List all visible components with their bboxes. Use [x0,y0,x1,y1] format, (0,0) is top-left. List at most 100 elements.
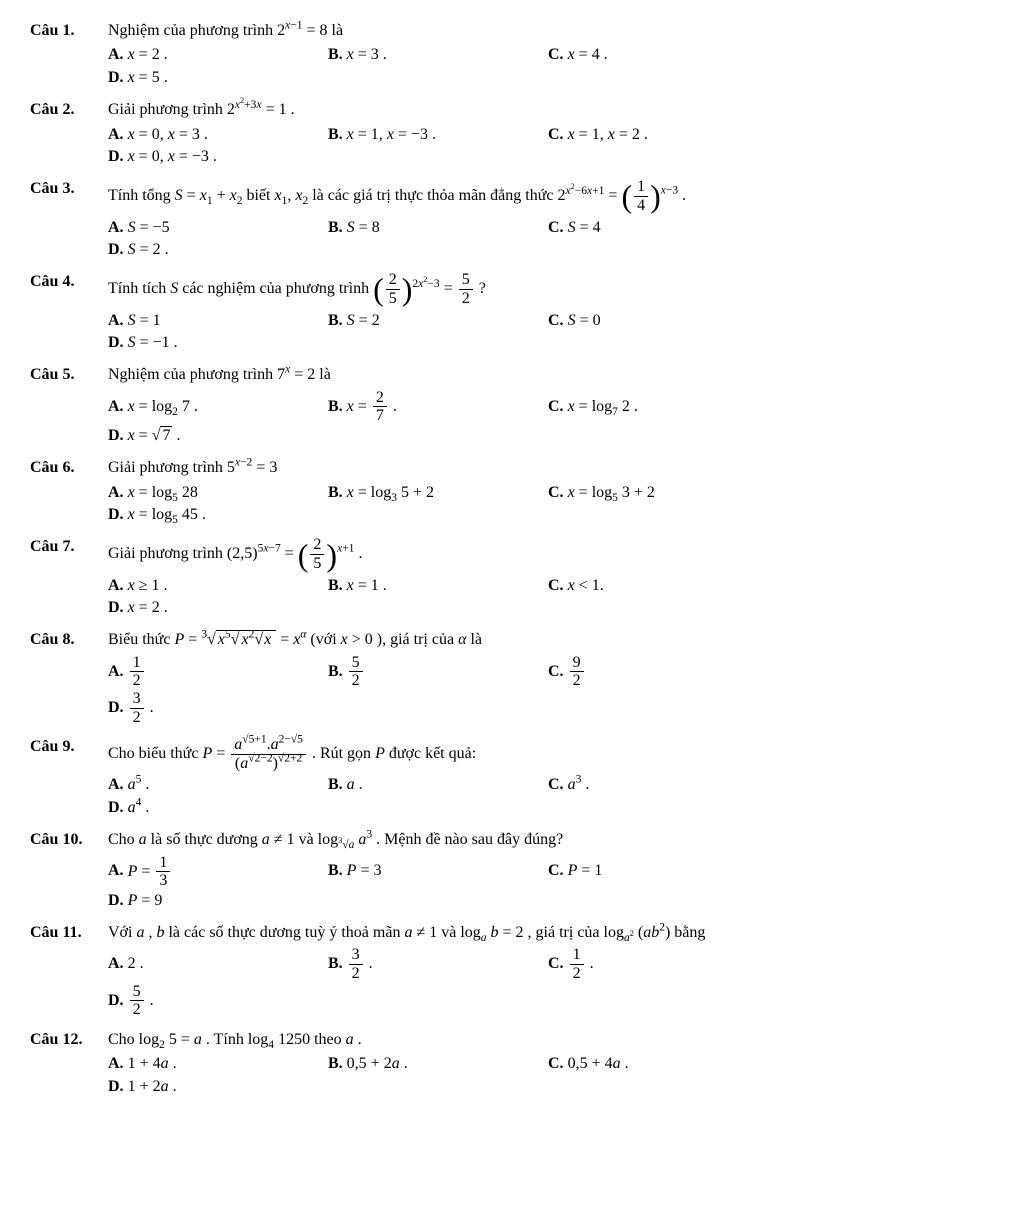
answer-value: x = 1, x = 2 . [568,124,648,146]
answer-label: C. [548,217,564,239]
answer-option: D.x = √7 . [108,425,328,447]
answer-label: A. [108,1053,124,1075]
answer-option: A.P = 13 [108,854,328,890]
question-text: Tính tổng S = x1 + x2 biết x1, x2 là các… [108,178,986,214]
answer-value: 52 . [128,983,154,1019]
answer-row: A.12B.52C.92D.32 . [108,654,986,726]
answer-option: C.x = 4 . [548,44,768,66]
answer-label: C. [548,44,564,66]
question-text: Tính tích S các nghiệm của phương trình … [108,271,986,307]
question-text: Giải phương trình (2,5)5x−7 = (25)x+1 . [108,536,986,572]
answer-label: B. [328,310,343,332]
answer-row: A.x = 0, x = 3 .B.x = 1, x = −3 .C.x = 1… [108,124,986,169]
answer-label: C. [548,1053,564,1075]
answer-option: B.x = 1 . [328,575,548,597]
answer-option: D.32 . [108,690,328,726]
question-text: Giải phương trình 5x−2 = 3 [108,457,986,479]
answer-label: C. [548,575,564,597]
answer-label: D. [108,697,124,719]
answer-label: D. [108,239,124,261]
question-label: Câu 2. [30,99,108,174]
answer-value: P = 1 [568,860,603,882]
answer-option: C.0,5 + 4a . [548,1053,768,1075]
answer-label: D. [108,146,124,168]
answer-option: B.x = log3 5 + 2 [328,482,548,504]
question-6: Câu 6.Giải phương trình 5x−2 = 3A.x = lo… [30,457,986,532]
answer-value: S = 0 [568,310,601,332]
answer-option: C.S = 0 [548,310,768,332]
answer-option: B.S = 2 [328,310,548,332]
answer-label: C. [548,310,564,332]
answer-label: D. [108,797,124,819]
answer-value: x = log5 3 + 2 [568,482,655,504]
answer-option: D.S = 2 . [108,239,328,261]
answer-label: B. [328,44,343,66]
answer-label: C. [548,661,564,683]
answer-value: 0,5 + 4a . [568,1053,629,1075]
answer-value: x = 4 . [568,44,608,66]
answer-value: a3 . [568,774,590,796]
answer-option: B.a . [328,774,548,796]
answer-value: x = 1, x = −3 . [347,124,436,146]
answer-option: D.x = log5 45 . [108,504,328,526]
answer-value: 2 . [128,953,144,975]
question-list: Câu 1.Nghiệm của phương trình 2x−1 = 8 l… [30,20,986,1104]
answer-option: B.x = 27 . [328,389,548,425]
answer-option: A.x = log2 7 . [108,389,328,425]
answer-row: A.S = −5B.S = 8C.S = 4D.S = 2 . [108,217,986,262]
question-label: Câu 11. [30,922,108,1025]
answer-option: C.92 [548,654,768,690]
answer-label: B. [328,1053,343,1075]
question-body: Với a , b là các số thực dương tuỳ ý tho… [108,922,986,1025]
answer-value: P = 13 [128,854,173,890]
answer-label: A. [108,310,124,332]
answer-label: B. [328,860,343,882]
answer-label: D. [108,597,124,619]
answer-label: A. [108,661,124,683]
question-label: Câu 4. [30,271,108,360]
question-body: Cho biểu thức P = a√5+1.a2−√5(a√2−2)√2+2… [108,736,986,825]
answer-value: 0,5 + 2a . [347,1053,408,1075]
answer-value: a . [347,774,363,796]
question-text: Nghiệm của phương trình 7x = 2 là [108,364,986,386]
answer-label: C. [548,396,564,418]
answer-row: A.2 .B.32 .C.12 .D.52 . [108,946,986,1018]
question-text: Với a , b là các số thực dương tuỳ ý tho… [108,922,986,944]
answer-label: A. [108,396,124,418]
answer-value: S = −5 [128,217,170,239]
answer-label: C. [548,860,564,882]
answer-option: D.52 . [108,983,328,1019]
answer-value: P = 9 [128,890,163,912]
answer-value: a4 . [128,797,150,819]
answer-value: x = 0, x = 3 . [128,124,208,146]
answer-label: A. [108,217,124,239]
answer-row: A.P = 13B.P = 3C.P = 1D.P = 9 [108,854,986,913]
answer-label: C. [548,124,564,146]
question-body: Giải phương trình (2,5)5x−7 = (25)x+1 . A… [108,536,986,625]
answer-label: A. [108,774,124,796]
answer-label: A. [108,124,124,146]
question-label: Câu 8. [30,629,108,732]
answer-option: A.2 . [108,946,328,982]
answer-value: 92 [568,654,586,690]
answer-option: D.x = 2 . [108,597,328,619]
answer-option: A.x ≥ 1 . [108,575,328,597]
answer-option: B.x = 3 . [328,44,548,66]
question-2: Câu 2.Giải phương trình 2x2+3x = 1 .A.x … [30,99,986,174]
answer-value: P = 3 [347,860,382,882]
answer-option: A.1 + 4a . [108,1053,328,1075]
answer-label: A. [108,44,124,66]
question-body: Cho log2 5 = a . Tính log4 1250 theo a .… [108,1029,986,1104]
answer-value: S = −1 . [128,332,178,354]
question-label: Câu 9. [30,736,108,825]
answer-value: x = 0, x = −3 . [128,146,217,168]
question-7: Câu 7.Giải phương trình (2,5)5x−7 = (25)… [30,536,986,625]
question-body: Nghiệm của phương trình 2x−1 = 8 làA.x =… [108,20,986,95]
answer-value: x = 3 . [347,44,387,66]
answer-value: x = log2 7 . [128,396,198,418]
question-text: Cho a là số thực dương a ≠ 1 và log3√a a… [108,829,986,851]
answer-value: x = 1 . [347,575,387,597]
answer-value: S = 2 . [128,239,169,261]
question-label: Câu 12. [30,1029,108,1104]
answer-label: B. [328,217,343,239]
